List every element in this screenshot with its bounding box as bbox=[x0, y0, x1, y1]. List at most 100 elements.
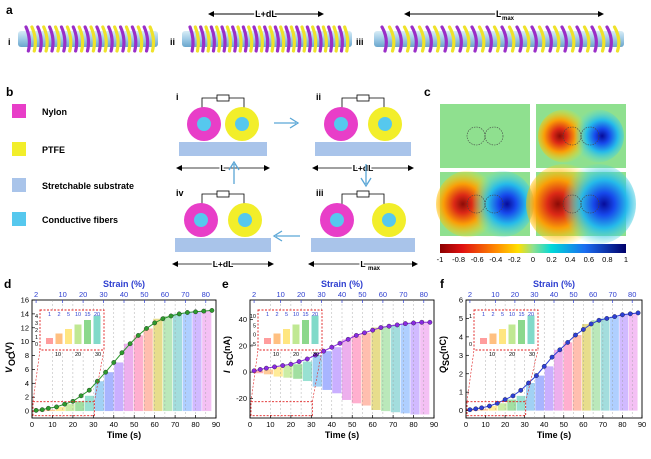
panel-c: c -1 -0.8 -0.6 -0.4 -0.2 0 0.2 0.4 0.6 0.8 1 bbox=[424, 85, 636, 264]
helix-nylon-turn bbox=[440, 25, 448, 53]
helix-ptfe-turn bbox=[492, 25, 501, 53]
data-point bbox=[386, 323, 392, 329]
y-tick-label: 0 bbox=[459, 406, 463, 415]
inset-x-tick: 30 bbox=[529, 352, 535, 358]
length-label: L+dL bbox=[213, 259, 234, 269]
top-tick-label: 10 bbox=[58, 290, 66, 299]
signal-band bbox=[322, 351, 332, 390]
data-point bbox=[86, 387, 92, 393]
potential-map bbox=[536, 104, 626, 168]
helix-nylon-turn bbox=[231, 25, 238, 53]
data-point bbox=[313, 352, 318, 358]
signal-band bbox=[479, 408, 489, 411]
colorbar-tick: -0.4 bbox=[489, 255, 502, 264]
inset-y-tick: 5 bbox=[253, 323, 256, 329]
signal-band bbox=[488, 406, 498, 411]
helix-nylon-turn bbox=[83, 25, 91, 53]
arrow-head bbox=[408, 165, 414, 171]
y-tick-label: 14 bbox=[21, 309, 29, 318]
signal-band bbox=[371, 327, 381, 411]
y-tick-label: 16 bbox=[21, 296, 29, 305]
x-axis-label: Time (s) bbox=[325, 430, 359, 440]
helix-nylon-turn bbox=[425, 25, 433, 53]
helix-nylon-turn bbox=[295, 25, 302, 53]
top-tick-label: 70 bbox=[399, 290, 407, 299]
panel-c-label: c bbox=[424, 85, 431, 99]
top-tick-label: 30 bbox=[530, 290, 538, 299]
inset-band bbox=[65, 329, 72, 344]
signal-band bbox=[293, 364, 303, 379]
signal-band bbox=[381, 326, 391, 412]
zoom-connector bbox=[94, 349, 105, 402]
helix-nylon-turn bbox=[130, 25, 138, 53]
x-tick-label: 90 bbox=[212, 420, 220, 429]
load-resistor bbox=[216, 94, 230, 102]
helix-nylon-turn bbox=[107, 25, 114, 53]
data-point bbox=[39, 407, 45, 413]
inset-band bbox=[508, 324, 516, 344]
zoom-connector bbox=[250, 349, 259, 402]
helix-nylon-turn bbox=[36, 25, 43, 53]
colorbar-tick: 1 bbox=[624, 255, 628, 264]
y-tick-label: 1 bbox=[459, 388, 463, 397]
x-tick-label: 80 bbox=[409, 420, 417, 429]
arrow-head bbox=[264, 165, 270, 171]
data-point bbox=[296, 359, 302, 364]
helix-nylon-turn bbox=[273, 25, 281, 53]
signal-band bbox=[390, 324, 401, 413]
data-point bbox=[111, 360, 117, 365]
zoom-connector bbox=[312, 349, 323, 402]
inset-y-tick: 0 bbox=[253, 333, 256, 339]
helix-ptfe-turn bbox=[332, 25, 339, 53]
fiber-outline bbox=[580, 126, 600, 146]
data-point bbox=[362, 330, 367, 336]
data-point bbox=[370, 327, 376, 333]
y-label-sub: SC bbox=[225, 353, 235, 366]
top-tick-label: 60 bbox=[379, 290, 387, 299]
helix-nylon-turn bbox=[327, 25, 334, 53]
helix-ptfe-turn bbox=[77, 25, 85, 53]
x-tick-label: 30 bbox=[307, 420, 315, 429]
load-resistor bbox=[356, 94, 370, 102]
helix-nylon-turn bbox=[605, 25, 613, 53]
top-tick-label: 2 bbox=[34, 290, 38, 299]
y-label-main: Q bbox=[438, 366, 448, 373]
data-point bbox=[467, 407, 473, 413]
signal-band bbox=[273, 366, 283, 377]
inset-top-tick: 20 bbox=[312, 312, 318, 318]
helix-nylon-turn bbox=[188, 25, 195, 53]
data-point bbox=[635, 310, 641, 316]
fiber-outline bbox=[580, 194, 600, 214]
helix-nylon-turn bbox=[410, 25, 418, 53]
y-tick-label: -20 bbox=[236, 394, 247, 403]
signal-band bbox=[610, 316, 619, 411]
data-point bbox=[627, 311, 633, 317]
top-tick-label: 20 bbox=[511, 290, 519, 299]
inset-top-tick: 2 bbox=[491, 312, 494, 318]
helix-ptfe-turn bbox=[343, 25, 350, 53]
y-tick-label: 0 bbox=[25, 407, 29, 416]
panel-e-label: e bbox=[222, 277, 229, 291]
helix-nylon-turn bbox=[316, 25, 323, 53]
helix-coils bbox=[24, 25, 621, 53]
inset-top-tick: 15 bbox=[302, 312, 308, 318]
step-label: i bbox=[176, 92, 179, 102]
inset-top-tick: 2 bbox=[57, 312, 60, 318]
y-tick-label: 8 bbox=[25, 351, 29, 360]
data-point bbox=[160, 316, 166, 322]
step-label: ii bbox=[316, 92, 321, 102]
data-point bbox=[119, 350, 125, 356]
colorbar-tick: 0.8 bbox=[602, 255, 612, 264]
inset-band bbox=[46, 338, 53, 344]
helix-nylon-turn bbox=[220, 25, 227, 53]
signal-band bbox=[65, 404, 75, 412]
data-point bbox=[272, 364, 277, 370]
inset-x-tick: 30 bbox=[95, 352, 101, 358]
data-point bbox=[612, 314, 617, 319]
colorbar-tick: 0.4 bbox=[565, 255, 575, 264]
zoom-connector bbox=[466, 349, 475, 402]
x-tick-label: 90 bbox=[638, 420, 646, 429]
signal-band bbox=[133, 335, 143, 412]
signal-band bbox=[361, 332, 371, 406]
inset-y-tick: 2 bbox=[35, 328, 38, 334]
